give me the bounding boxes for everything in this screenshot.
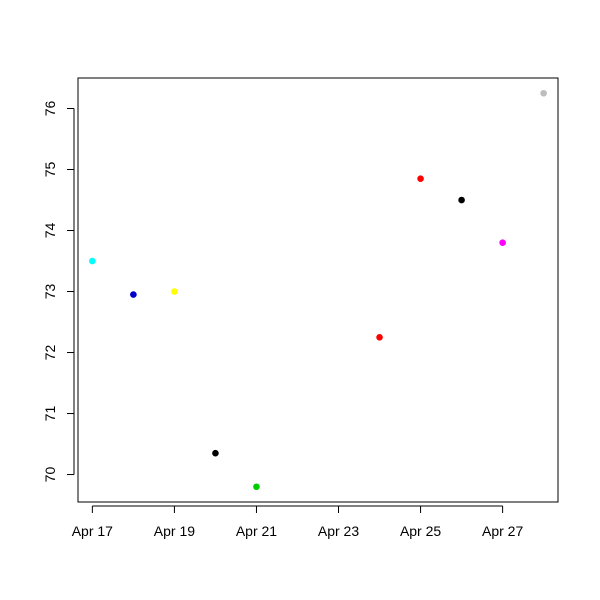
y-tick-label: 73 xyxy=(42,284,58,300)
x-tick-label: Apr 19 xyxy=(154,523,195,539)
x-tick-label: Apr 25 xyxy=(400,523,441,539)
y-tick-label: 74 xyxy=(42,223,58,239)
data-point xyxy=(89,257,96,265)
x-tick-label: Apr 23 xyxy=(318,523,359,539)
y-tick-label: 75 xyxy=(42,162,58,178)
data-point xyxy=(499,239,506,247)
data-point xyxy=(417,175,424,182)
x-axis: Apr 17 Apr 19 Apr 21 Apr 23 Apr 25 Apr 27 xyxy=(72,505,523,539)
data-point xyxy=(376,333,383,341)
x-tick-label: Apr 21 xyxy=(236,523,277,539)
plot-area xyxy=(77,77,559,503)
x-tick-label: Apr 27 xyxy=(482,523,523,539)
data-point xyxy=(540,89,547,97)
y-tick-label: 72 xyxy=(42,345,58,361)
y-axis: 70 71 72 73 74 75 76 xyxy=(42,101,75,483)
x-tick-label: Apr 17 xyxy=(72,523,113,539)
data-points xyxy=(89,89,547,491)
y-tick-label: 71 xyxy=(42,406,58,422)
y-tick-label: 76 xyxy=(42,101,58,117)
data-point xyxy=(253,483,260,491)
data-point xyxy=(130,291,137,298)
data-point xyxy=(171,288,178,295)
y-tick-label: 70 xyxy=(42,467,58,483)
data-point xyxy=(458,196,465,204)
data-point xyxy=(212,449,219,457)
